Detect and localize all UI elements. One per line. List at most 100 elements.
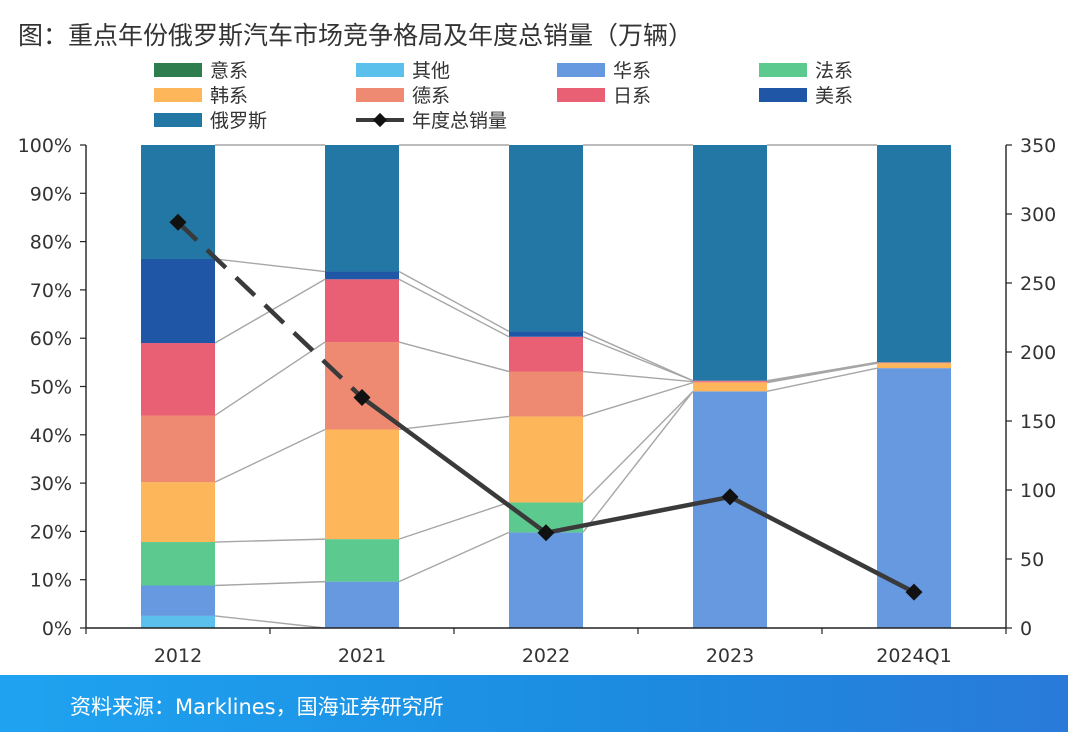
bar-segment xyxy=(325,279,399,343)
connector-line xyxy=(214,341,326,417)
bar-segment xyxy=(693,380,767,382)
bar-segment xyxy=(509,532,583,628)
connector-line xyxy=(582,390,694,533)
bar-segment xyxy=(141,585,215,616)
legend-line-marker xyxy=(372,112,388,128)
y-left-tick-label: 40% xyxy=(30,425,72,447)
bar-segment xyxy=(509,145,583,332)
sales-line-segment xyxy=(728,494,916,595)
y-right-tick-label: 250 xyxy=(1020,273,1056,295)
connector-line xyxy=(214,258,326,273)
y-right-tick-label: 100 xyxy=(1020,480,1056,502)
sales-line-segment xyxy=(545,494,731,535)
connector-line xyxy=(398,415,510,431)
bar-segment xyxy=(877,362,951,364)
connector-line xyxy=(214,538,326,543)
legend-swatch xyxy=(759,88,807,102)
legend-label: 俄罗斯 xyxy=(210,110,267,132)
total-sales-line xyxy=(169,213,923,601)
bar-segment xyxy=(509,371,583,417)
y-left-tick-label: 80% xyxy=(30,232,72,254)
bar-segment xyxy=(141,542,215,586)
bar-segment xyxy=(325,271,399,280)
connector-lines xyxy=(214,144,878,629)
x-tick-label: 2022 xyxy=(522,645,570,667)
bar-segment xyxy=(877,145,951,363)
connector-line xyxy=(398,501,510,540)
legend-swatch xyxy=(356,88,404,102)
y-left-tick-label: 60% xyxy=(30,328,72,350)
connector-line xyxy=(582,381,694,418)
y-right-tick-label: 350 xyxy=(1020,135,1056,157)
connector-line xyxy=(766,362,878,384)
bar-segment xyxy=(693,145,767,381)
legend-label: 意系 xyxy=(210,60,248,82)
legend-swatch xyxy=(557,88,605,102)
y-left-tick-label: 0% xyxy=(42,618,72,640)
bar-segment xyxy=(509,331,583,337)
legend-label: 法系 xyxy=(815,60,853,82)
legend-label: 年度总销量 xyxy=(412,110,507,132)
legend-label: 日系 xyxy=(613,85,651,107)
bars xyxy=(141,145,951,628)
connector-line xyxy=(766,367,878,393)
bar-segment xyxy=(325,145,399,272)
legend-swatch xyxy=(759,63,807,77)
y-right-tick-label: 200 xyxy=(1020,342,1056,364)
bar-segment xyxy=(141,145,215,259)
legend-swatch xyxy=(154,63,202,77)
y-right-tick-label: 150 xyxy=(1020,411,1056,433)
connector-line xyxy=(398,270,510,333)
y-left-tick-label: 100% xyxy=(18,135,72,157)
connector-line xyxy=(214,428,326,483)
x-tick-label: 2024Q1 xyxy=(876,645,951,667)
sales-point xyxy=(537,524,555,542)
bar-segment xyxy=(509,336,583,372)
connector-line xyxy=(766,361,878,382)
y-left-tick-label: 90% xyxy=(30,183,72,205)
legend-label: 德系 xyxy=(412,85,450,107)
y-right-tick-label: 300 xyxy=(1020,204,1056,226)
connector-line xyxy=(582,370,694,383)
axes: 0% 10% 20% 30% 40% 50% 60% 70% 80% 90% 100% 0 50 100 1… xyxy=(18,135,1057,667)
y-left-tick-label: 30% xyxy=(30,473,72,495)
connector-line xyxy=(582,336,694,382)
legend-swatch xyxy=(154,113,202,127)
x-tick-label: 2012 xyxy=(154,645,202,667)
legend-swatch xyxy=(154,88,202,102)
bar-segment xyxy=(693,381,767,383)
source-text: 资料来源：Marklines，国海证券研究所 xyxy=(70,695,444,719)
legend-label: 其他 xyxy=(412,60,450,82)
y-left-tick-label: 50% xyxy=(30,377,72,399)
connector-line xyxy=(582,330,694,382)
legend-swatch xyxy=(356,63,404,77)
connector-line xyxy=(398,341,510,373)
bar-segment xyxy=(141,343,215,416)
bar-segment xyxy=(509,416,583,503)
connector-line xyxy=(214,580,326,587)
sales-point xyxy=(169,213,187,231)
legend-label: 美系 xyxy=(815,85,853,107)
legend-swatch xyxy=(557,63,605,77)
y-right-tick-label: 0 xyxy=(1020,618,1032,640)
x-tick-label: 2023 xyxy=(706,645,754,667)
bar-segment xyxy=(141,258,215,344)
bar-segment xyxy=(325,539,399,582)
legend-label: 华系 xyxy=(613,60,651,82)
sales-point xyxy=(721,488,739,506)
y-left-tick-label: 20% xyxy=(30,521,72,543)
y-right-tick-label: 50 xyxy=(1020,549,1044,571)
bar-segment xyxy=(693,382,767,392)
sales-point xyxy=(905,583,923,601)
bar-segment xyxy=(141,615,215,628)
bar-segment xyxy=(325,581,399,628)
bar-segment xyxy=(141,482,215,543)
connector-line xyxy=(582,390,694,503)
y-left-tick-label: 10% xyxy=(30,570,72,592)
connector-line xyxy=(214,615,326,629)
connector-line xyxy=(398,278,510,338)
connector-line xyxy=(398,531,510,583)
